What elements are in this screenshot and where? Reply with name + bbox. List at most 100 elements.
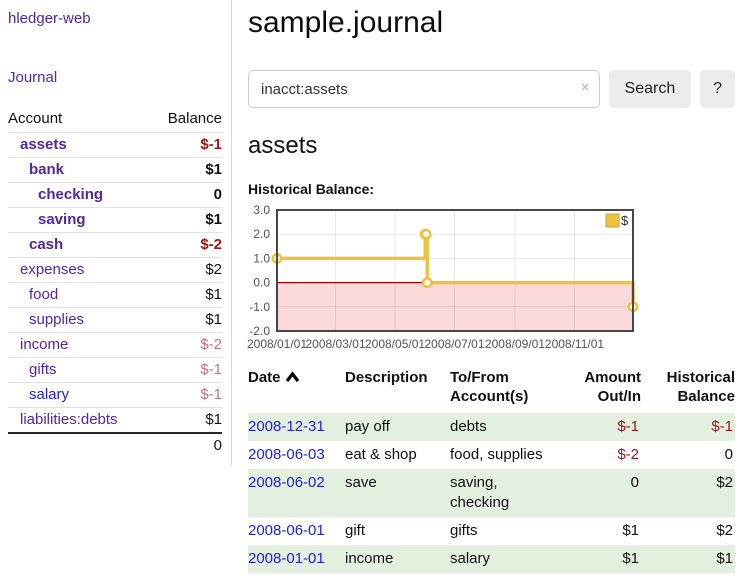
chart-canvas: 3.0 2.0 1.0 0.0 -1.0 -2.02008/01/012008/03/01… bbox=[247, 203, 639, 351]
account-balance: $2 bbox=[151, 257, 222, 283]
search-button[interactable]: Search bbox=[608, 70, 692, 108]
chevron-up-icon bbox=[285, 369, 300, 388]
sidebar-account-link[interactable]: income bbox=[20, 336, 69, 353]
page-title: sample.journal bbox=[248, 6, 444, 39]
svg-text:2008/09/01: 2008/09/01 bbox=[485, 337, 545, 351]
account-row: assets $-1 bbox=[8, 132, 222, 158]
transaction-accounts: saving, checking bbox=[450, 474, 510, 511]
account-balance: $-1 bbox=[151, 357, 222, 383]
accounts-column-header: To/From Account(s) bbox=[450, 369, 529, 405]
sidebar-accounts-table: Account Balance assets $-1 bank $1 checking 0… bbox=[8, 108, 222, 458]
sidebar-account-link[interactable]: food bbox=[29, 286, 59, 303]
account-row: checking 0 bbox=[8, 182, 222, 208]
transaction-balance: $-1 bbox=[711, 418, 733, 435]
main-content: sample.journal × Search ? assets Histori… bbox=[247, 0, 735, 573]
sidebar-accounts-header-row: Account Balance bbox=[8, 108, 222, 133]
sidebar-account-link[interactable]: assets bbox=[20, 136, 67, 153]
transaction-balance: 0 bbox=[724, 446, 733, 463]
register-table: Date Description To/From Account(s) Amou… bbox=[248, 366, 735, 573]
sidebar-account-link[interactable]: gifts bbox=[29, 361, 57, 378]
svg-text:2008/01/01: 2008/01/01 bbox=[247, 337, 307, 351]
account-row: bank $1 bbox=[8, 157, 222, 183]
transaction-description: pay off bbox=[345, 418, 390, 435]
search-input-wrap: × bbox=[248, 70, 600, 108]
transaction-description: save bbox=[345, 474, 377, 491]
transaction-accounts: debts bbox=[450, 418, 487, 435]
transaction-amount: $1 bbox=[622, 522, 639, 539]
sidebar-account-link[interactable]: liabilities:debts bbox=[20, 411, 118, 428]
transaction-description: gift bbox=[345, 522, 366, 539]
transaction-balance: $2 bbox=[716, 474, 733, 491]
sidebar-item-journal[interactable]: Journal bbox=[8, 69, 58, 86]
transaction-date-link[interactable]: 2008-06-03 bbox=[248, 446, 325, 463]
transaction-accounts: salary bbox=[450, 550, 491, 567]
register-body: 2008-12-31 pay off debts $-1 $-1 2008-06-03 ea… bbox=[248, 413, 735, 573]
transaction-amount: $-1 bbox=[617, 418, 639, 435]
transaction-date-link[interactable]: 2008-06-02 bbox=[248, 474, 325, 491]
transaction-date-link[interactable]: 2008-12-31 bbox=[248, 418, 325, 435]
account-heading: assets bbox=[248, 132, 318, 159]
transaction-amount: $-2 bbox=[617, 446, 639, 463]
account-row: supplies $1 bbox=[8, 307, 222, 333]
svg-text:2008/05/01: 2008/05/01 bbox=[365, 337, 425, 351]
chart-title: Historical Balance: bbox=[248, 181, 375, 197]
account-row: salary $-1 bbox=[8, 382, 222, 408]
account-row: gifts $-1 bbox=[8, 357, 222, 383]
accounts-total-spacer bbox=[8, 432, 152, 458]
app-brand-link[interactable]: hledger-web bbox=[8, 10, 91, 27]
svg-text:3.0: 3.0 bbox=[253, 203, 270, 217]
transaction-balance: $1 bbox=[716, 550, 733, 567]
account-balance: $1 bbox=[151, 307, 222, 333]
account-row: liabilities:debts $1 bbox=[8, 407, 222, 433]
account-column-header: Account bbox=[8, 110, 63, 127]
account-balance: $-1 bbox=[151, 382, 222, 408]
sidebar-account-link[interactable]: checking bbox=[38, 186, 104, 203]
svg-text:-2.0: -2.0 bbox=[249, 324, 270, 338]
transaction-date-link[interactable]: 2008-01-01 bbox=[248, 550, 325, 567]
svg-text:$: $ bbox=[621, 213, 629, 228]
account-balance: $1 bbox=[151, 207, 222, 233]
transaction-row: 2008-12-31 pay off debts $-1 $-1 bbox=[248, 413, 735, 441]
sidebar-account-link[interactable]: saving bbox=[38, 211, 86, 228]
balance-column-header: Historical Balance bbox=[666, 369, 735, 405]
account-balance: $-1 bbox=[151, 132, 222, 158]
accounts-total-value: 0 bbox=[151, 432, 222, 458]
account-balance: $1 bbox=[151, 157, 222, 183]
sidebar: hledger-web Journal Account Balance asse… bbox=[0, 0, 232, 466]
svg-text:-1.0: -1.0 bbox=[249, 300, 270, 314]
svg-text:2008/11/01: 2008/11/01 bbox=[545, 337, 604, 351]
sidebar-account-link[interactable]: expenses bbox=[20, 261, 85, 278]
date-column-header[interactable]: Date bbox=[248, 366, 345, 413]
account-balance: $-2 bbox=[151, 332, 222, 358]
accounts-total-row: 0 bbox=[8, 432, 222, 458]
search-bar: × Search ? bbox=[248, 70, 735, 108]
svg-text:0.0: 0.0 bbox=[253, 276, 270, 290]
transaction-amount: 0 bbox=[630, 474, 639, 491]
account-row: expenses $2 bbox=[8, 257, 222, 283]
svg-text:2.0: 2.0 bbox=[253, 227, 270, 241]
search-input[interactable] bbox=[248, 70, 600, 108]
clear-search-icon[interactable]: × bbox=[580, 79, 590, 96]
account-row: cash $-2 bbox=[8, 232, 222, 258]
account-balance: $-2 bbox=[151, 232, 222, 258]
transaction-row: 2008-01-01 income salary $1 $1 bbox=[248, 545, 735, 573]
sidebar-account-link[interactable]: bank bbox=[29, 161, 65, 178]
account-row: saving $1 bbox=[8, 207, 222, 233]
transaction-date-link[interactable]: 2008-06-01 bbox=[248, 522, 325, 539]
transaction-description: income bbox=[345, 550, 394, 567]
sidebar-account-link[interactable]: cash bbox=[29, 236, 64, 253]
amount-column-header: Amount Out/In bbox=[584, 369, 641, 405]
account-row: food $1 bbox=[8, 282, 222, 308]
transaction-balance: $2 bbox=[716, 522, 733, 539]
account-row: income $-2 bbox=[8, 332, 222, 358]
historical-balance-chart: 3.0 2.0 1.0 0.0 -1.0 -2.0 2008/01/01 2008/03/01… bbox=[247, 203, 735, 354]
balance-column-header: Balance bbox=[167, 110, 222, 127]
account-balance: $1 bbox=[151, 407, 222, 433]
svg-text:1.0: 1.0 bbox=[253, 251, 270, 265]
transaction-row: 2008-06-03 eat & shop food, supplies $-2 0 bbox=[248, 441, 735, 469]
sidebar-account-link[interactable]: supplies bbox=[29, 311, 85, 328]
description-column-header: Description bbox=[345, 369, 428, 386]
sidebar-account-link[interactable]: salary bbox=[29, 386, 70, 403]
help-button[interactable]: ? bbox=[700, 70, 735, 108]
svg-text:2008/03/01: 2008/03/01 bbox=[305, 337, 365, 351]
